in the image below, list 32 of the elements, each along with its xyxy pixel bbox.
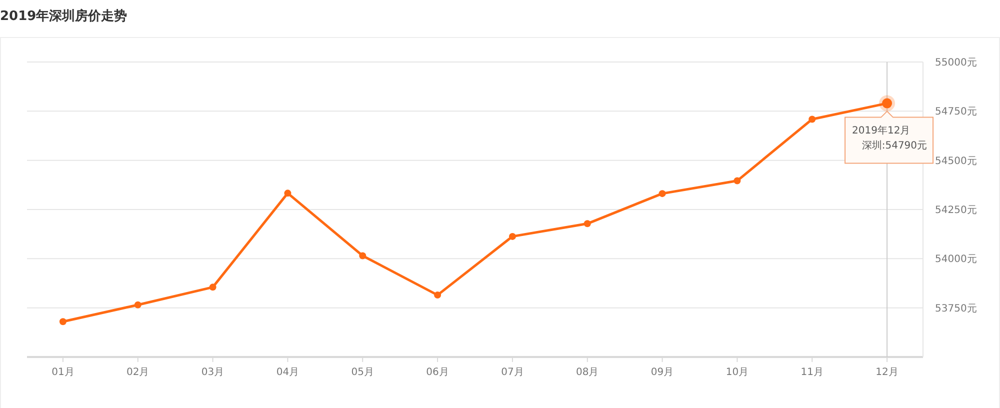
y-tick-label: 54750元 [935, 106, 977, 118]
point [508, 232, 516, 240]
x-tick-label: 04月 [276, 367, 300, 378]
x-tick-label: 09月 [650, 367, 674, 378]
point [658, 190, 666, 198]
point [359, 252, 366, 260]
y-tick-label: 54250元 [935, 205, 977, 216]
point [808, 116, 816, 123]
annotation: 深圳:54790元 [862, 139, 928, 152]
x-tick-label: 10月 [726, 367, 749, 378]
y-tick-label: 53750元 [935, 303, 977, 314]
y-tick-label: 54000元 [935, 254, 977, 266]
chart-title: 2019年深圳房价走势 [0, 8, 128, 24]
point [59, 318, 66, 326]
point [434, 292, 442, 299]
point [284, 190, 292, 197]
x-tick-label: 02月 [126, 367, 150, 378]
annotation: 2019年12月 [852, 124, 910, 136]
point [584, 220, 591, 228]
point [734, 177, 741, 184]
y-tick-label: 55000元 [935, 58, 977, 68]
x-tick-label: 11月 [800, 367, 824, 378]
x-tick-label: 03月 [201, 367, 224, 378]
point [209, 284, 216, 291]
y-tick-label: 54500元 [935, 156, 977, 167]
x-tick-label: 01月 [52, 367, 74, 378]
x-tick-label: 06月 [426, 367, 449, 378]
x-tick-label: 12月 [876, 367, 898, 378]
x-tick-label: 05月 [351, 367, 374, 378]
x-tick-label: 07月 [501, 367, 524, 378]
point [134, 301, 142, 308]
x-tick-label: 08月 [576, 367, 599, 378]
